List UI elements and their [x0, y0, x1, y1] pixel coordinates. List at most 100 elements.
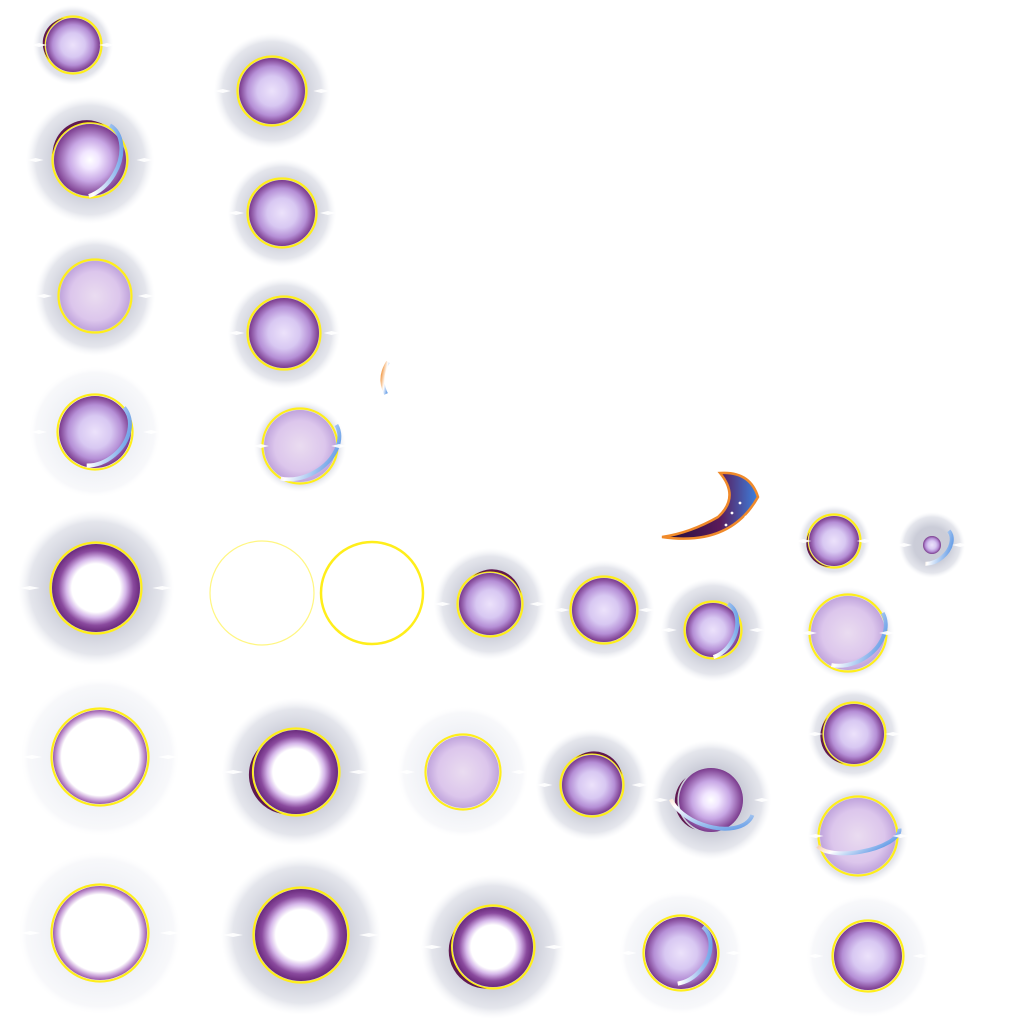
sparkle-icon — [319, 211, 336, 215]
sprite-moon-24 — [661, 471, 760, 540]
yellow-ring — [236, 55, 308, 127]
orb-core — [59, 396, 131, 468]
sparkle-icon — [749, 628, 766, 632]
sparkle-icon — [620, 951, 637, 955]
orb-core — [239, 58, 305, 124]
sparkle-icon — [536, 783, 553, 787]
sparkle-icon — [511, 770, 528, 774]
crescent-shade — [42, 18, 65, 60]
orb-core — [249, 180, 315, 246]
sprite-ring-4 — [18, 510, 174, 666]
sparkle-icon — [434, 602, 451, 606]
sprite-orb-10 — [252, 400, 348, 492]
crescent-shade — [472, 569, 521, 594]
orbit-arc — [910, 524, 954, 566]
sparkle-icon — [158, 755, 178, 759]
sparkle-icon — [553, 608, 570, 612]
yellow-ring — [251, 727, 341, 817]
sparkle-icon — [912, 954, 929, 958]
crescent-moon — [661, 471, 760, 540]
orb-core — [264, 410, 336, 482]
hollow-ring — [453, 907, 533, 987]
sprite-orb-29 — [806, 894, 930, 1018]
sparkle-icon — [398, 770, 415, 774]
orb-core — [46, 18, 100, 72]
orb-core — [572, 578, 636, 642]
sprite-orb-16 — [434, 548, 546, 660]
yellow-ring — [683, 600, 743, 660]
orb-core — [459, 573, 521, 635]
sparkle-icon — [20, 931, 41, 935]
yellow-ring — [642, 914, 720, 992]
sparkle-icon — [856, 539, 873, 543]
orb-core — [686, 603, 740, 657]
sparkle-icon — [631, 783, 648, 787]
yellow-ring — [56, 393, 134, 471]
sparkle-icon — [27, 158, 44, 162]
sparkle-icon — [136, 158, 153, 162]
sparkle-icon — [19, 586, 40, 590]
orb-core — [60, 261, 130, 331]
yellow-ring — [50, 883, 150, 983]
yellow-ring — [49, 541, 143, 635]
sparkle-icon — [754, 798, 770, 802]
sprite-orb-8 — [228, 159, 336, 267]
crescent-shade — [52, 120, 104, 155]
sprite-ring-13 — [222, 698, 370, 846]
sprite-orb-17 — [397, 706, 529, 838]
sparkle-icon — [892, 834, 909, 838]
star-icon — [730, 511, 734, 515]
sparkle-icon — [31, 43, 47, 47]
sprite-orb-9 — [228, 277, 340, 389]
sprite-arc-15 — [380, 360, 390, 395]
sparkle-icon — [99, 43, 115, 47]
orb-core — [811, 596, 885, 670]
orb-core — [562, 755, 622, 815]
hollow-ring — [254, 730, 338, 814]
sprite-orb-1 — [26, 96, 154, 224]
hollow-ring — [53, 886, 147, 980]
sparkle-icon — [879, 631, 896, 635]
orbit-arc — [56, 120, 124, 200]
sparkle-icon — [152, 586, 173, 590]
star-icon — [724, 523, 728, 527]
sparkle-icon — [895, 543, 912, 547]
yellow-ring — [319, 540, 425, 646]
sparkle-icon — [800, 631, 817, 635]
sparkle-icon — [214, 89, 231, 93]
sparkle-icon — [30, 430, 47, 434]
sparkle-icon — [228, 211, 245, 215]
yellow-ring — [57, 258, 133, 334]
hollow-ring — [52, 544, 140, 632]
sparkle-icon — [952, 543, 969, 547]
orbit-arc — [686, 599, 740, 661]
orb-core — [679, 768, 743, 832]
sparkle-icon — [313, 89, 330, 93]
crescent-shade — [248, 748, 283, 814]
sprite-orb-23 — [651, 740, 771, 860]
orbit-arc — [814, 816, 902, 856]
sprite-orb-0 — [31, 5, 115, 85]
crescent-shade — [575, 751, 622, 776]
yellow-ring — [246, 295, 322, 371]
yellow-ring — [252, 886, 350, 984]
sparkle-icon — [725, 951, 742, 955]
sprite-orb-20 — [536, 729, 648, 841]
yellow-ring — [559, 752, 625, 818]
orb-core — [809, 516, 859, 566]
sprite-ring-18 — [421, 875, 565, 1019]
sparkle-icon — [223, 933, 243, 937]
orb-core — [923, 536, 941, 554]
sprite-ringThin-5 — [20, 677, 180, 837]
orb-core — [820, 798, 896, 874]
sparkle-icon — [348, 770, 369, 774]
hollow-ring — [53, 710, 147, 804]
sparkle-icon — [22, 755, 42, 759]
sparkle-icon — [36, 294, 52, 298]
sprite-ringThin-6 — [18, 851, 182, 1015]
orbit-arc — [58, 396, 132, 468]
sprite-orb-21 — [619, 891, 743, 1015]
crescent-shade — [820, 717, 845, 764]
sprite-orb-22 — [660, 578, 766, 682]
sparkle-icon — [795, 539, 812, 543]
